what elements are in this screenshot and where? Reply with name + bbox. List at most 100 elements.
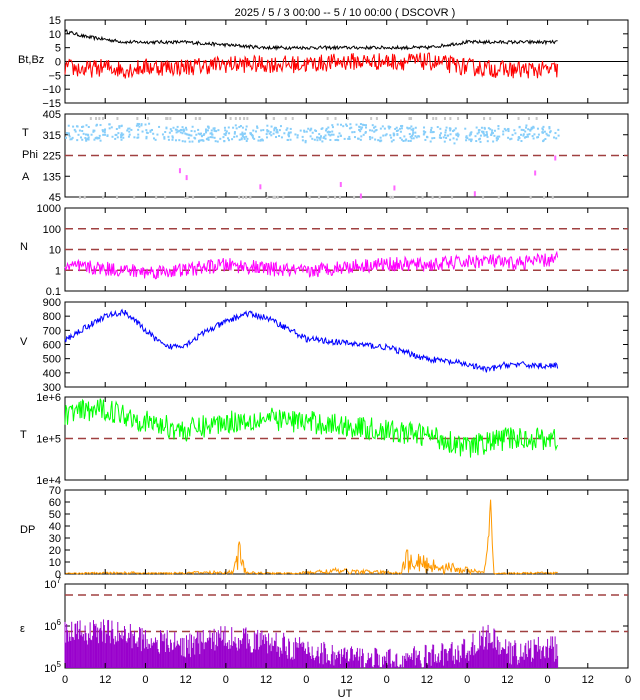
- angle-point: [163, 137, 166, 140]
- angle-point: [547, 134, 550, 137]
- angle-point: [215, 195, 218, 199]
- angle-point: [522, 133, 525, 136]
- angle-point: [449, 133, 452, 136]
- x-tick-label: 0: [384, 674, 390, 686]
- angle-point: [101, 116, 104, 120]
- angle-point: [244, 132, 247, 135]
- angle-point: [399, 127, 402, 130]
- angle-point: [507, 136, 510, 139]
- angle-point: [397, 129, 400, 132]
- angle-point: [495, 139, 498, 142]
- angle-point: [195, 133, 198, 136]
- angle-point: [224, 133, 227, 136]
- angle-point: [379, 136, 382, 139]
- angle-point: [359, 123, 362, 126]
- angle-point: [256, 125, 259, 128]
- angle-point: [339, 134, 342, 137]
- angle-point: [181, 126, 184, 129]
- angle-point: [452, 137, 455, 140]
- angle-point: [174, 128, 177, 131]
- angle-point: [320, 128, 323, 131]
- angle-point: [164, 195, 167, 199]
- angle-point: [429, 140, 432, 143]
- angle-point: [551, 195, 554, 199]
- angle-point: [554, 155, 557, 161]
- angle-point: [188, 140, 191, 143]
- angle-point: [198, 116, 201, 120]
- angle-point: [197, 132, 200, 135]
- angle-point: [337, 135, 340, 138]
- angle-point: [137, 123, 140, 126]
- angle-point: [338, 132, 341, 135]
- angle-point: [507, 130, 510, 133]
- angle-point: [210, 129, 213, 132]
- angle-point: [335, 138, 338, 141]
- y-tick-label: 500: [43, 354, 61, 366]
- angle-point: [345, 124, 348, 127]
- angle-point: [381, 125, 384, 128]
- angle-point: [359, 193, 362, 199]
- angle-point: [280, 136, 283, 139]
- angle-point: [549, 131, 552, 134]
- angle-point: [265, 136, 268, 139]
- angle-point: [303, 129, 306, 132]
- angle-point: [438, 195, 441, 199]
- angle-point: [371, 136, 374, 139]
- angle-point: [225, 130, 228, 133]
- y-tick-label: 45: [49, 192, 61, 204]
- angle-point: [151, 128, 154, 131]
- angle-point: [215, 130, 218, 133]
- angle-point: [439, 127, 442, 130]
- angle-point: [368, 129, 371, 132]
- y-tick-label: 135: [43, 171, 61, 183]
- angle-point: [491, 132, 494, 135]
- angle-point: [548, 127, 551, 130]
- angle-point: [242, 195, 245, 199]
- angle-point: [288, 135, 291, 138]
- angle-point: [273, 127, 276, 130]
- angle-point: [369, 138, 372, 141]
- angle-point: [223, 140, 226, 143]
- angle-point: [116, 136, 119, 139]
- angle-point: [321, 140, 324, 143]
- x-tick-label: 0: [303, 674, 309, 686]
- y-tick-label: 0: [55, 57, 61, 69]
- angle-point: [238, 126, 241, 129]
- angle-point: [90, 133, 93, 136]
- angle-point: [410, 128, 413, 131]
- angle-point: [331, 126, 334, 129]
- angle-point: [445, 126, 448, 129]
- angle-point: [484, 134, 487, 137]
- angle-point: [96, 137, 99, 140]
- angle-point: [379, 127, 382, 130]
- angle-point: [243, 116, 246, 120]
- angle-point: [457, 135, 460, 138]
- y-tick-label: 405: [43, 109, 61, 121]
- angle-point: [214, 140, 217, 143]
- angle-point: [361, 126, 364, 129]
- angle-point: [308, 195, 311, 199]
- angle-point: [68, 135, 71, 138]
- angle-point: [404, 139, 407, 142]
- angle-point: [116, 116, 119, 120]
- angle-point: [475, 140, 478, 143]
- angle-point: [393, 185, 396, 191]
- angle-point: [410, 116, 413, 120]
- angle-point: [241, 133, 244, 136]
- angle-point: [319, 138, 322, 141]
- angle-point: [213, 129, 216, 132]
- angle-point: [317, 195, 320, 199]
- angle-point: [148, 122, 151, 125]
- angle-point: [430, 126, 433, 129]
- angle-point: [533, 133, 536, 136]
- angle-point: [537, 133, 540, 136]
- angle-point: [475, 126, 478, 129]
- angle-point: [522, 129, 525, 132]
- angle-point: [146, 116, 149, 120]
- angle-point: [98, 137, 101, 140]
- x-tick-label: 12: [99, 674, 111, 686]
- angle-point: [493, 134, 496, 137]
- angle-point: [316, 136, 319, 139]
- angle-point: [486, 140, 489, 143]
- angle-point: [465, 139, 468, 142]
